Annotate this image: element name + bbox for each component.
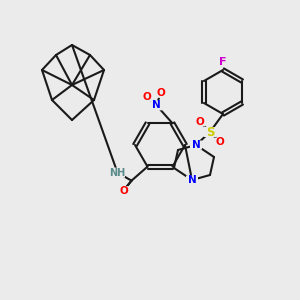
Text: N: N — [192, 140, 200, 150]
FancyBboxPatch shape — [203, 127, 217, 137]
FancyBboxPatch shape — [190, 140, 202, 149]
FancyBboxPatch shape — [110, 168, 125, 178]
FancyBboxPatch shape — [155, 89, 166, 98]
FancyBboxPatch shape — [218, 57, 229, 67]
FancyBboxPatch shape — [151, 100, 163, 110]
Text: O: O — [142, 92, 151, 102]
Text: O: O — [119, 186, 128, 196]
Text: S: S — [206, 125, 214, 139]
FancyBboxPatch shape — [186, 176, 198, 184]
FancyBboxPatch shape — [141, 93, 152, 102]
FancyBboxPatch shape — [214, 137, 226, 146]
FancyBboxPatch shape — [194, 118, 206, 127]
Text: O: O — [156, 88, 165, 98]
Text: N: N — [188, 175, 196, 185]
FancyBboxPatch shape — [118, 186, 129, 195]
Text: NH: NH — [110, 168, 126, 178]
Text: F: F — [219, 57, 227, 67]
Text: O: O — [216, 137, 224, 147]
Text: N: N — [152, 100, 161, 110]
Text: O: O — [196, 117, 204, 127]
